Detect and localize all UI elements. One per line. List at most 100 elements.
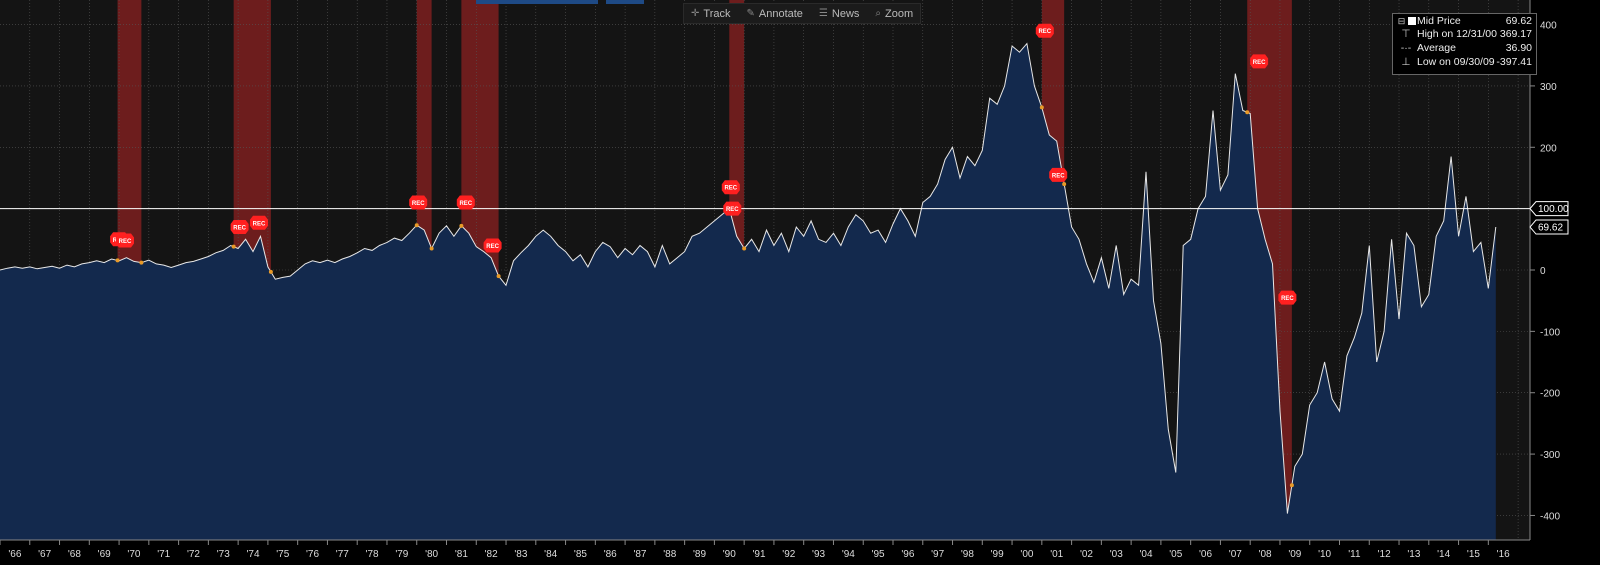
rec-marker-label: REC bbox=[486, 244, 499, 250]
rec-marker: REC bbox=[409, 195, 428, 210]
rec-marker-badge bbox=[250, 215, 268, 230]
x-tick-label: '81 bbox=[455, 549, 468, 560]
rec-marker: REC bbox=[721, 180, 740, 195]
x-tick-label: '82 bbox=[485, 549, 498, 560]
x-tick-label: '77 bbox=[336, 549, 349, 560]
x-tick-label: '15 bbox=[1467, 549, 1480, 560]
data-point bbox=[496, 274, 501, 279]
y-tick-label: 200 bbox=[1540, 143, 1557, 154]
y-tick-label: -400 bbox=[1540, 511, 1560, 522]
rec-marker-badge bbox=[1278, 290, 1297, 305]
annotate-button[interactable]: ✎ Annotate bbox=[739, 4, 809, 23]
x-tick-label: '75 bbox=[276, 549, 289, 560]
x-tick-label: '67 bbox=[38, 549, 51, 560]
x-tick-label: '86 bbox=[604, 549, 617, 560]
rec-marker-label: REC bbox=[724, 186, 737, 192]
x-tick-label: '01 bbox=[1050, 549, 1063, 560]
legend-panel: ⊟ Mid Price 69.62 ⊤ High on 12/31/00 369… bbox=[1392, 13, 1537, 75]
rec-marker: REC bbox=[1250, 54, 1269, 69]
x-tick-label: '74 bbox=[246, 549, 259, 560]
x-tick-label: '93 bbox=[812, 549, 825, 560]
news-button[interactable]: ☰ News bbox=[812, 4, 866, 23]
x-tick-label: '84 bbox=[544, 549, 557, 560]
rec-marker-badge bbox=[721, 180, 740, 195]
zoom-label: Zoom bbox=[885, 7, 914, 20]
x-tick-label: '04 bbox=[1139, 549, 1152, 560]
last-value-box bbox=[1529, 219, 1569, 235]
reference-value-label: 100.00 bbox=[1529, 201, 1569, 217]
x-tick-label: '05 bbox=[1169, 549, 1182, 560]
track-button[interactable]: ✛ Track bbox=[684, 4, 737, 23]
average-line-icon: -·- bbox=[1400, 42, 1412, 54]
x-tick-label: '92 bbox=[782, 549, 795, 560]
chart-toolbar: ✛ Track ✎ Annotate ☰ News ⌕ Zoom bbox=[683, 3, 922, 24]
x-tick-label: '79 bbox=[395, 549, 408, 560]
y-tick-label: 400 bbox=[1540, 21, 1557, 32]
x-tick-label: '08 bbox=[1259, 549, 1272, 560]
legend-row-mid-price[interactable]: ⊟ Mid Price 69.62 bbox=[1397, 15, 1532, 28]
x-tick-label: '03 bbox=[1110, 549, 1123, 560]
rec-marker: REC bbox=[723, 201, 742, 216]
rec-marker: REC bbox=[1278, 290, 1297, 305]
x-tick-label: '83 bbox=[514, 549, 527, 560]
x-tick-label: '76 bbox=[306, 549, 319, 560]
x-tick-label: '94 bbox=[842, 549, 855, 560]
x-tick-label: '98 bbox=[961, 549, 974, 560]
track-label: Track bbox=[703, 7, 731, 20]
pencil-icon: ✎ bbox=[746, 8, 755, 19]
zoom-button[interactable]: ⌕ Zoom bbox=[868, 4, 920, 23]
series-area bbox=[0, 43, 1496, 540]
x-tick-label: '02 bbox=[1080, 549, 1093, 560]
x-tick-label: '70 bbox=[127, 549, 140, 560]
x-tick-label: '73 bbox=[217, 549, 230, 560]
rec-marker: REC bbox=[116, 233, 134, 248]
news-label: News bbox=[831, 7, 860, 20]
x-tick-label: '69 bbox=[98, 549, 111, 560]
data-point bbox=[742, 246, 747, 251]
x-tick-label: '68 bbox=[68, 549, 81, 560]
x-tick-label: '16 bbox=[1497, 549, 1510, 560]
tab-indicator bbox=[476, 0, 598, 4]
x-tick-label: '78 bbox=[366, 549, 379, 560]
x-tick-label: '89 bbox=[693, 549, 706, 560]
data-point bbox=[1245, 110, 1250, 115]
rec-marker-badge bbox=[230, 220, 249, 234]
y-axis-background bbox=[1530, 0, 1600, 565]
x-tick-label: '09 bbox=[1288, 549, 1301, 560]
x-tick-label: '11 bbox=[1348, 549, 1361, 560]
x-tick-label: '72 bbox=[187, 549, 200, 560]
legend-mid-price-value: 69.62 bbox=[1505, 15, 1532, 27]
news-icon: ☰ bbox=[818, 8, 828, 19]
crosshair-icon: ✛ bbox=[691, 8, 700, 19]
rec-marker-label: REC bbox=[1052, 173, 1065, 179]
reference-value-box bbox=[1529, 201, 1569, 217]
tab-indicator bbox=[606, 0, 644, 4]
rec-marker: REC bbox=[483, 238, 502, 253]
rec-marker-badge bbox=[723, 201, 742, 216]
rec-marker: REC bbox=[456, 195, 475, 210]
last-value-label: 69.62 bbox=[1529, 219, 1569, 235]
x-axis-background bbox=[0, 540, 1600, 565]
rec-marker: REC bbox=[1035, 23, 1054, 38]
legend-row-high: ⊤ High on 12/31/00 369.17 bbox=[1397, 28, 1532, 41]
y-tick-label: -300 bbox=[1540, 450, 1560, 461]
data-point bbox=[429, 246, 434, 251]
x-tick-label: '95 bbox=[872, 549, 885, 560]
rec-marker-badge bbox=[483, 238, 502, 253]
legend-row-low: ⊥ Low on 09/30/09 -397.41 bbox=[1397, 56, 1532, 69]
rec-marker-label: REC bbox=[726, 207, 739, 213]
x-tick-label: '97 bbox=[931, 549, 944, 560]
rec-marker-badge bbox=[456, 195, 475, 210]
x-tick-label: '14 bbox=[1437, 549, 1450, 560]
y-tick-label: -100 bbox=[1540, 327, 1560, 338]
x-tick-label: '88 bbox=[663, 549, 676, 560]
collapse-icon[interactable]: ⊟ bbox=[1397, 16, 1406, 26]
x-tick-label: '91 bbox=[753, 549, 766, 560]
legend-high-value: 369.17 bbox=[1499, 28, 1532, 40]
rec-marker-badge bbox=[1035, 23, 1054, 38]
rec-marker-label: REC bbox=[1038, 29, 1051, 35]
data-point bbox=[231, 244, 236, 249]
data-point bbox=[459, 223, 464, 228]
legend-row-average: -·- Average 36.90 bbox=[1397, 42, 1532, 55]
